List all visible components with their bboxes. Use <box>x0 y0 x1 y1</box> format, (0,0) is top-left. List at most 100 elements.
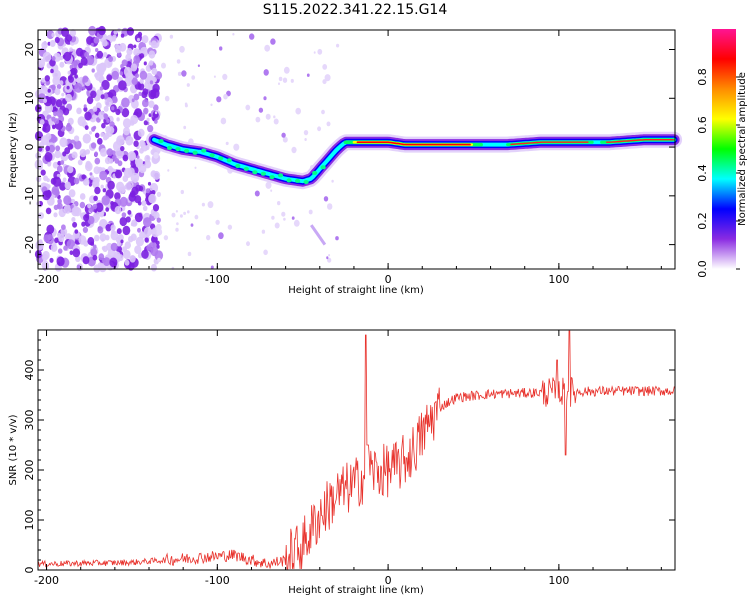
noise-blob <box>50 243 58 252</box>
y-tick-label: 400 <box>23 360 36 381</box>
noise-blob <box>119 196 128 207</box>
noise-blob <box>45 207 52 215</box>
noise-blob <box>155 223 162 232</box>
noise-blob <box>197 64 200 67</box>
noise-blob <box>111 229 115 235</box>
noise-blob <box>47 234 53 240</box>
noise-blob <box>117 254 124 262</box>
noise-blob <box>112 95 118 102</box>
noise-blob <box>126 47 133 56</box>
noise-blob <box>50 136 55 142</box>
noise-blob <box>95 202 104 213</box>
noise-blob <box>98 62 107 73</box>
noise-blob <box>58 208 66 218</box>
noise-blob <box>100 184 104 189</box>
noise-blob <box>113 29 118 35</box>
noise-blob <box>304 138 307 141</box>
noise-blob <box>101 246 106 251</box>
noise-blob <box>323 196 329 202</box>
noise-blob <box>67 70 71 75</box>
noise-blob <box>67 143 74 150</box>
noise-blob <box>57 198 62 205</box>
noise-blob <box>103 257 111 267</box>
noise-blob <box>41 41 48 50</box>
noise-blob <box>220 117 227 125</box>
noise-blob <box>108 56 114 62</box>
noise-blob <box>232 32 235 36</box>
figure-title: S115.2022.341.22.15.G14 <box>263 2 448 18</box>
noise-blob <box>153 104 159 112</box>
noise-blob <box>270 189 273 192</box>
noise-blob <box>137 201 142 206</box>
noise-blob <box>123 249 131 260</box>
noise-blob <box>127 210 132 215</box>
noise-blob <box>89 172 93 176</box>
noise-blob <box>99 86 104 91</box>
noise-blob <box>137 128 145 137</box>
x-tick-label: -200 <box>34 574 59 587</box>
noise-blob <box>82 256 90 265</box>
noise-blob <box>39 119 45 125</box>
ridge-spot <box>175 147 181 152</box>
noise-blob <box>41 260 49 270</box>
noise-blob <box>52 69 61 80</box>
noise-blob <box>176 59 181 64</box>
noise-blob <box>163 235 169 241</box>
noise-blob <box>175 227 179 232</box>
noise-blob <box>331 179 334 183</box>
noise-blob <box>106 118 110 123</box>
noise-blob <box>324 74 331 82</box>
noise-blob <box>56 256 65 267</box>
noise-blob <box>116 228 122 235</box>
noise-blob <box>143 226 152 237</box>
noise-blob <box>97 262 103 269</box>
noise-blob <box>82 133 92 144</box>
noise-blob <box>122 225 131 236</box>
noise-blob <box>101 79 110 91</box>
noise-blob <box>70 204 74 209</box>
noise-blob <box>187 251 192 257</box>
noise-blob <box>71 61 77 68</box>
noise-blob <box>44 75 50 82</box>
noise-blob <box>139 231 146 239</box>
noise-blob <box>76 264 81 270</box>
snr-x-ticks: -200 -100 0 100 <box>34 330 662 587</box>
noise-blob <box>83 104 87 108</box>
noise-blob <box>227 224 233 230</box>
noise-blob <box>84 125 89 130</box>
noise-blob <box>62 107 70 116</box>
noise-blob <box>161 62 166 69</box>
noise-blob <box>282 136 288 143</box>
ridge-spot <box>166 145 173 150</box>
y-tick-label: 200 <box>23 460 36 481</box>
noise-blob <box>121 108 130 118</box>
y-tick-label: 10 <box>23 91 36 105</box>
noise-blob <box>103 113 108 119</box>
colorbar-label: Normalized spectral amplitude <box>737 72 748 226</box>
noise-blob <box>42 51 52 63</box>
spectrogram-x-ticks: -200 -100 0 100 <box>34 30 662 286</box>
noise-blob <box>61 27 70 37</box>
noise-blob <box>328 254 331 257</box>
noise-blob <box>116 241 122 247</box>
noise-blob <box>274 222 280 229</box>
noise-blob <box>278 76 283 82</box>
noise-blob <box>258 107 264 113</box>
noise-blob <box>90 142 97 149</box>
noise-blob <box>156 191 162 198</box>
noise-blob <box>97 226 104 234</box>
noise-blob <box>54 36 60 44</box>
noise-blob <box>66 34 73 42</box>
noise-blob <box>56 109 64 118</box>
noise-blob <box>105 224 112 232</box>
noise-blob <box>135 236 144 247</box>
y-tick-label: -10 <box>23 187 36 205</box>
snr-plot-area <box>38 330 675 570</box>
noise-blob <box>77 159 83 166</box>
noise-blob <box>99 170 108 181</box>
noise-blob <box>55 145 61 152</box>
noise-blob <box>215 219 220 225</box>
ridge-spot <box>209 153 215 158</box>
noise-blob <box>82 177 90 186</box>
noise-blob <box>146 117 150 122</box>
